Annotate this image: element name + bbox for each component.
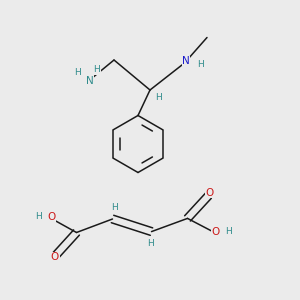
Text: N: N: [182, 56, 190, 67]
Text: O: O: [212, 227, 220, 237]
Text: H: H: [197, 60, 203, 69]
Text: H: H: [111, 202, 117, 211]
Text: O: O: [206, 188, 214, 198]
Text: H: H: [226, 227, 232, 236]
Text: O: O: [51, 252, 59, 262]
Text: H: H: [74, 68, 80, 77]
Text: H: H: [156, 93, 162, 102]
Text: H: H: [35, 212, 41, 221]
Text: H: H: [148, 239, 154, 248]
Text: O: O: [47, 212, 55, 222]
Text: N: N: [86, 76, 94, 86]
Text: H: H: [94, 65, 100, 74]
